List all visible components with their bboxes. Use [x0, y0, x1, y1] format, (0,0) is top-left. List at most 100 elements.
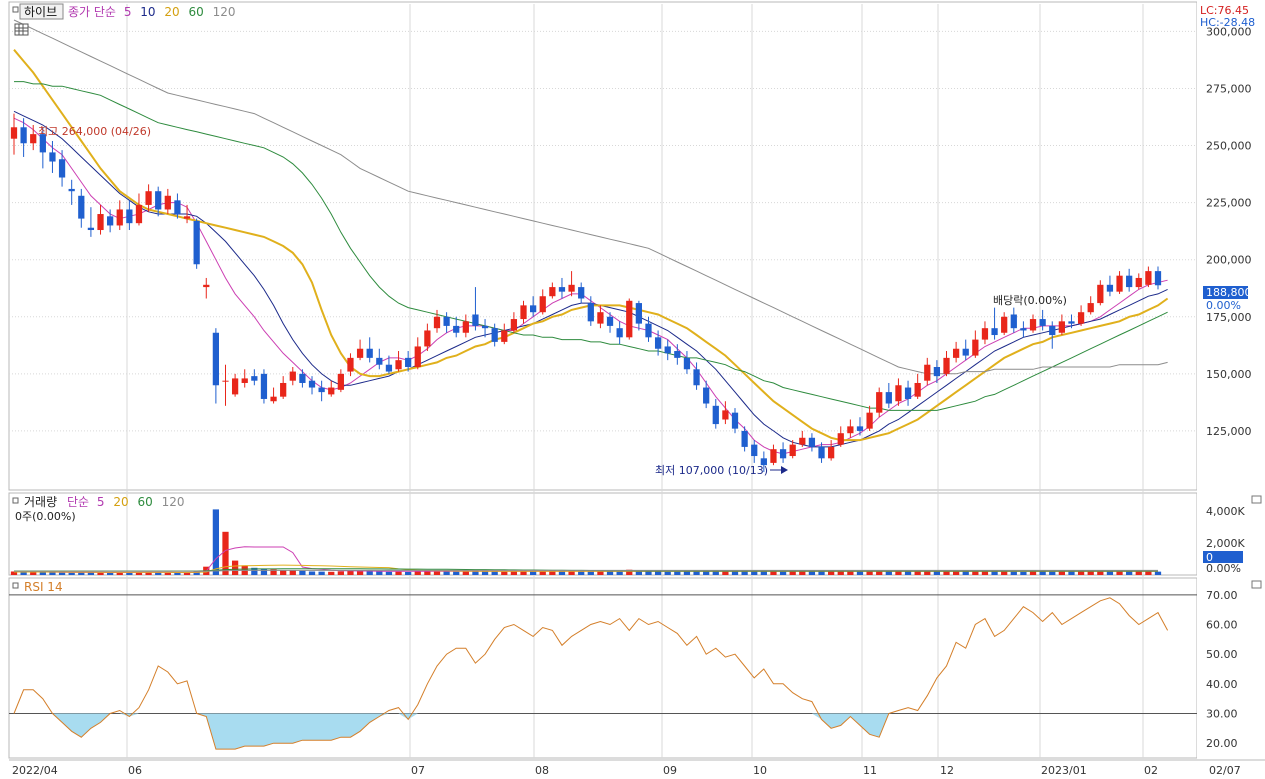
volume-bar — [299, 570, 306, 575]
candle-body — [597, 312, 604, 324]
candle-body — [866, 412, 873, 429]
candle-body — [895, 385, 902, 402]
x-tick-label: 08 — [535, 764, 549, 777]
volume-bar — [808, 571, 816, 575]
candle-body — [270, 396, 277, 402]
ma10-legend: 10 — [140, 5, 155, 19]
candle-body — [549, 287, 556, 297]
x-tick-label: 2023/01 — [1041, 764, 1087, 777]
candle-body — [472, 314, 479, 326]
volume-bar — [174, 572, 181, 575]
volume-bar — [616, 571, 623, 575]
collapse-icon[interactable] — [12, 6, 19, 13]
candle-body — [722, 410, 729, 420]
candle-body — [1029, 319, 1037, 331]
volume-panel[interactable] — [8, 492, 1198, 576]
candle-body — [193, 220, 200, 265]
volume-bar — [318, 571, 325, 575]
volume-bar — [558, 571, 566, 575]
volume-collapse-icon[interactable] — [12, 497, 19, 504]
rsi-close-icon[interactable] — [1251, 580, 1262, 589]
volume-bar — [231, 560, 239, 575]
volume-bar — [472, 570, 479, 575]
candle-body — [674, 351, 681, 358]
candle-body — [39, 134, 46, 153]
rsi-collapse-icon[interactable] — [12, 582, 19, 589]
volume-bar — [405, 571, 412, 575]
candle-body — [1068, 321, 1075, 324]
volume-bar — [597, 571, 604, 575]
candle-body — [203, 284, 210, 288]
volume-bar — [722, 571, 729, 575]
lc-value: LC:76.45 — [1200, 4, 1249, 17]
volume-bar — [337, 571, 344, 575]
candle-body — [779, 449, 787, 459]
volume-bar — [1001, 571, 1008, 575]
candle-body — [751, 444, 758, 457]
low-arrow-icon — [781, 466, 788, 474]
volume-bar — [712, 570, 719, 575]
symbol-tab-box[interactable] — [19, 3, 64, 20]
candle-body — [501, 330, 508, 342]
candle-body — [405, 357, 412, 367]
x-tick-label: 10 — [753, 764, 767, 777]
candle-body — [299, 373, 306, 383]
candle-body — [760, 458, 767, 466]
candle-body — [68, 188, 75, 192]
candle-body — [770, 449, 777, 463]
candle-body — [318, 387, 325, 393]
grid-table-icon[interactable] — [14, 23, 29, 36]
volume-close-icon[interactable] — [1251, 495, 1262, 504]
volume-bar — [1097, 570, 1104, 575]
volume-bar-layer — [10, 509, 1162, 575]
x-tick-label: 2022/04 — [12, 764, 58, 777]
candle-body — [289, 371, 296, 381]
volume-bar — [78, 572, 85, 575]
volume-legend-prefix: 단순 — [67, 495, 89, 509]
price-tick-label: 200,000 — [1206, 254, 1252, 267]
volume-bar — [107, 572, 114, 575]
candle-body — [914, 382, 921, 397]
candle-body — [356, 348, 364, 358]
price-tick-label: 150,000 — [1206, 368, 1252, 381]
candle-body — [116, 209, 123, 226]
volume-bar — [68, 572, 75, 575]
volume-bar — [703, 570, 710, 575]
volume-bar — [1087, 571, 1094, 575]
volume-bar — [1058, 571, 1065, 575]
volume-bar — [847, 571, 854, 575]
candle-body — [799, 437, 806, 445]
candle-body — [443, 316, 450, 326]
volume-bar — [981, 571, 989, 575]
symbol-tab[interactable]: 하이브 — [24, 5, 57, 19]
current-price-badge — [1203, 286, 1248, 299]
volume-bar — [58, 572, 66, 575]
volume-current-badge — [1203, 551, 1243, 563]
rsi-panel[interactable] — [8, 577, 1198, 759]
candle-body — [241, 378, 248, 383]
volume-bar — [952, 570, 960, 575]
volume-bar — [924, 570, 931, 575]
candle-body — [1010, 314, 1017, 329]
price-tick-label: 175,000 — [1206, 311, 1252, 324]
volume-bar — [135, 572, 143, 575]
price-legend-prefix: 종가 단순 — [68, 5, 116, 19]
axis-label-layer: 125,000 150,000 175,000 200,000 225,000 250,0… — [12, 25, 1252, 777]
volume-bar — [1106, 571, 1114, 575]
candle-body — [1049, 325, 1056, 336]
volume-bar — [664, 571, 671, 575]
current-price-label: 188,800 — [1206, 286, 1252, 299]
volume-bar — [828, 570, 835, 575]
volume-bar — [866, 571, 873, 575]
candle-body — [395, 360, 402, 370]
volume-tick-label: 0.00% — [1206, 562, 1241, 575]
candle-body — [578, 287, 585, 299]
volume-bar — [587, 570, 594, 575]
price-tick-label: 275,000 — [1206, 82, 1252, 95]
candle-body — [558, 287, 566, 292]
price-panel[interactable] — [8, 1, 1198, 491]
ma5-legend: 5 — [124, 5, 132, 19]
candle-body — [1145, 271, 1152, 285]
candle-body — [126, 209, 133, 224]
